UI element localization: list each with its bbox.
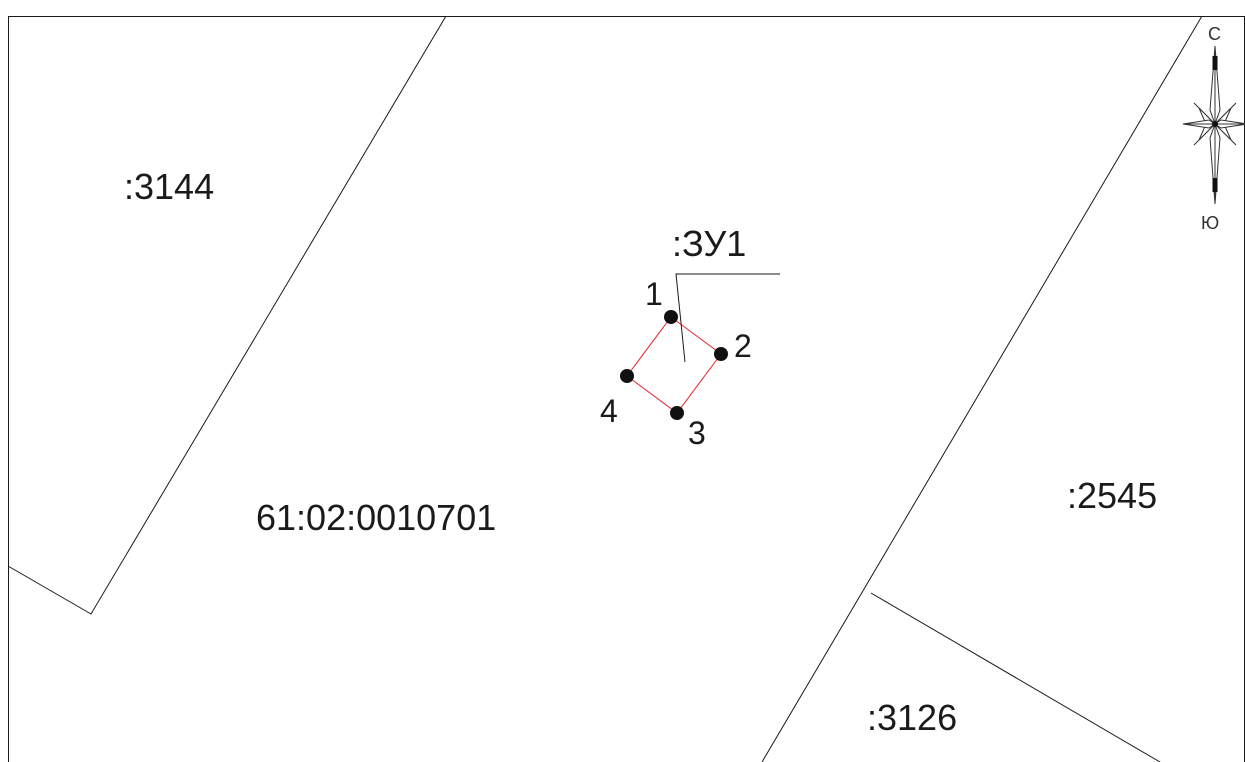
- compass-south-label: Ю: [1201, 213, 1219, 233]
- parcel-3126-boundary: [870, 592, 1161, 762]
- point-2-label: 2: [734, 328, 752, 364]
- map-frame: [8, 16, 1245, 762]
- quarter-number-label: 61:02:0010701: [256, 497, 496, 538]
- parcel-2545-boundary: [761, 15, 1203, 762]
- target-parcel-leader-line: [675, 273, 780, 363]
- compass-north-label: С: [1208, 24, 1221, 44]
- point-3-label: 3: [688, 415, 706, 451]
- point-4-label: 4: [600, 393, 618, 429]
- parcel-3144-boundary: [7, 15, 447, 615]
- point-3-marker: [670, 406, 684, 420]
- parcel-3126-label: :3126: [867, 697, 957, 738]
- point-4-marker: [620, 369, 634, 383]
- target-parcel-label: :ЗУ1: [672, 223, 746, 264]
- point-1-marker: [664, 310, 678, 324]
- parcel-2545-label: :2545: [1067, 475, 1157, 516]
- point-1-label: 1: [645, 276, 663, 312]
- point-2-marker: [714, 347, 728, 361]
- parcel-3144-label: :3144: [124, 166, 214, 207]
- compass-rose-icon: [1182, 45, 1245, 205]
